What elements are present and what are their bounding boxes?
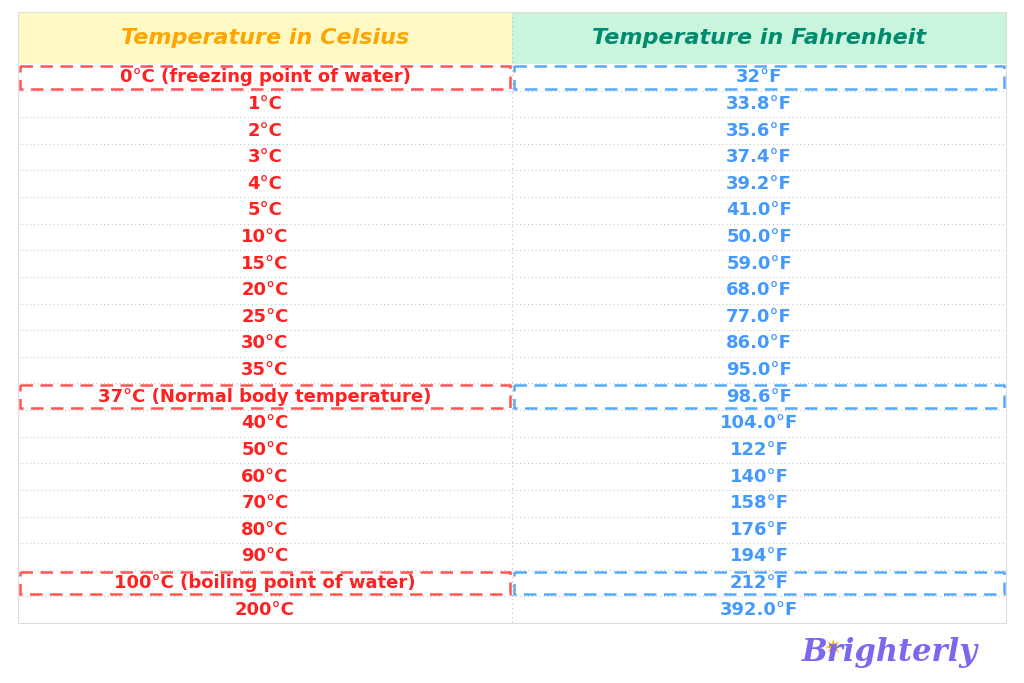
Text: 39.2°F: 39.2°F — [726, 175, 792, 193]
Text: 212°F: 212°F — [729, 574, 788, 592]
Text: Temperature in Celsius: Temperature in Celsius — [121, 28, 410, 48]
Bar — [20, 385, 510, 408]
Bar — [514, 572, 1004, 594]
Text: 37.4°F: 37.4°F — [726, 148, 792, 166]
Text: Brighterly: Brighterly — [802, 637, 978, 669]
Text: 35°C: 35°C — [242, 361, 289, 379]
Bar — [18, 12, 512, 64]
Text: 80°C: 80°C — [242, 521, 289, 539]
Text: 100°C (boiling point of water): 100°C (boiling point of water) — [115, 574, 416, 592]
Text: Temperature in Fahrenheit: Temperature in Fahrenheit — [592, 28, 926, 48]
Text: 77.0°F: 77.0°F — [726, 308, 792, 326]
Text: 68.0°F: 68.0°F — [726, 281, 792, 299]
Text: 98.6°F: 98.6°F — [726, 388, 792, 406]
Text: 60°C: 60°C — [242, 468, 289, 486]
Bar — [20, 66, 510, 89]
Text: 59.0°F: 59.0°F — [726, 255, 792, 273]
Bar — [18, 12, 1006, 623]
Bar — [514, 385, 1004, 408]
Text: 90°C: 90°C — [242, 548, 289, 566]
Text: 4°C: 4°C — [248, 175, 283, 193]
Text: 158°F: 158°F — [729, 494, 788, 512]
Bar — [512, 12, 1006, 64]
Text: 37°C (Normal body temperature): 37°C (Normal body temperature) — [98, 388, 432, 406]
Text: 35.6°F: 35.6°F — [726, 122, 792, 139]
Text: 20°C: 20°C — [242, 281, 289, 299]
Text: 70°C: 70°C — [242, 494, 289, 512]
Text: 104.0°F: 104.0°F — [720, 415, 798, 432]
Text: 50.0°F: 50.0°F — [726, 228, 792, 246]
Text: 30°C: 30°C — [242, 335, 289, 352]
Text: 1°C: 1°C — [248, 95, 283, 113]
Text: 3°C: 3°C — [248, 148, 283, 166]
Text: 2°C: 2°C — [248, 122, 283, 139]
Text: 200°C: 200°C — [236, 600, 295, 619]
Text: 15°C: 15°C — [242, 255, 289, 273]
Text: 86.0°F: 86.0°F — [726, 335, 792, 352]
Text: 32°F: 32°F — [736, 68, 782, 86]
Text: 95.0°F: 95.0°F — [726, 361, 792, 379]
Text: 50°C: 50°C — [242, 441, 289, 459]
Text: 25°C: 25°C — [242, 308, 289, 326]
Bar — [514, 66, 1004, 89]
Text: 392.0°F: 392.0°F — [720, 600, 798, 619]
Text: 5°C: 5°C — [248, 201, 283, 219]
Text: ✷: ✷ — [822, 639, 842, 659]
Text: 194°F: 194°F — [729, 548, 788, 566]
Text: 140°F: 140°F — [729, 468, 788, 486]
Text: 10°C: 10°C — [242, 228, 289, 246]
Text: 33.8°F: 33.8°F — [726, 95, 792, 113]
Text: 41.0°F: 41.0°F — [726, 201, 792, 219]
Text: 122°F: 122°F — [729, 441, 788, 459]
Text: 40°C: 40°C — [242, 415, 289, 432]
Bar — [20, 572, 510, 594]
Text: 176°F: 176°F — [729, 521, 788, 539]
Text: 0°C (freezing point of water): 0°C (freezing point of water) — [120, 68, 411, 86]
